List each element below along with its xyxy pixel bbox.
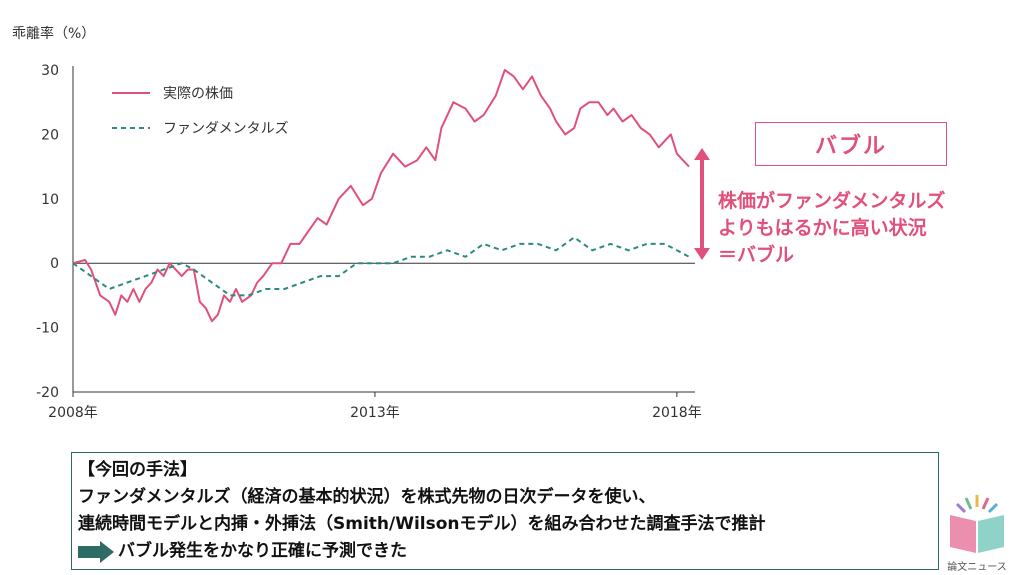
bubble-label: バブル: [814, 134, 887, 159]
bubble-description: 株価がファンダメンタルズ よりもはるかに高い状況 ＝バブル: [718, 188, 945, 269]
chart-series: [72, 69, 690, 323]
legend-label-price: 実際の株価: [163, 86, 233, 102]
method-title: 【今回の手法】: [78, 460, 197, 480]
x-tick-label: 2013年: [350, 405, 400, 421]
arrow-up-icon: [694, 148, 710, 160]
method-result: バブル発生をかなり正確に予測できた: [118, 541, 407, 561]
y-tick-label: 30: [41, 63, 59, 79]
right-arrow-icon: [78, 540, 114, 563]
x-tick-label: 2018年: [652, 405, 702, 421]
y-tick-label: -20: [36, 385, 59, 401]
bubble-description-line: 株価がファンダメンタルズ: [718, 190, 946, 212]
method-result-row: バブル発生をかなり正確に予測できた: [78, 538, 938, 565]
method-line: ファンダメンタルズ（経済の基本的状況）を株式先物の日次データを使い、: [78, 487, 656, 507]
method-line: 連続時間モデルと内挿・外挿法（Smith/Wilsonモデル）を組み合わせた調査…: [78, 514, 766, 534]
bubble-description-line: ＝バブル: [718, 244, 795, 266]
series-line-fundamentals: [72, 236, 690, 297]
logo: 論文ニュース: [944, 493, 1010, 573]
method-box: 【今回の手法】 ファンダメンタルズ（経済の基本的状況）を株式先物の日次データを使…: [71, 452, 939, 570]
y-tick-label: -10: [36, 321, 59, 337]
y-axis-label: 乖離率（%）: [12, 25, 95, 42]
chart-axes: 30 20 10 0 -10 -20 2008年 2013年 2018年: [36, 63, 702, 421]
legend: 実際の株価 ファンダメンタルズ: [112, 86, 289, 137]
x-tick-label: 2008年: [48, 405, 98, 421]
book-logo-icon: [950, 495, 1004, 553]
arrow-down-icon: [694, 248, 710, 260]
legend-label-fundamentals: ファンダメンタルズ: [163, 121, 289, 137]
y-tick-label: 20: [41, 127, 59, 143]
y-tick-label: 10: [41, 192, 59, 208]
bubble-label-box: バブル: [755, 122, 947, 166]
series-line-price: [72, 69, 690, 323]
logo-caption: 論文ニュース: [947, 562, 1007, 573]
bubble-description-line: よりもはるかに高い状況: [718, 217, 927, 239]
chart-annotation: [694, 148, 710, 260]
y-tick-label: 0: [50, 256, 59, 272]
